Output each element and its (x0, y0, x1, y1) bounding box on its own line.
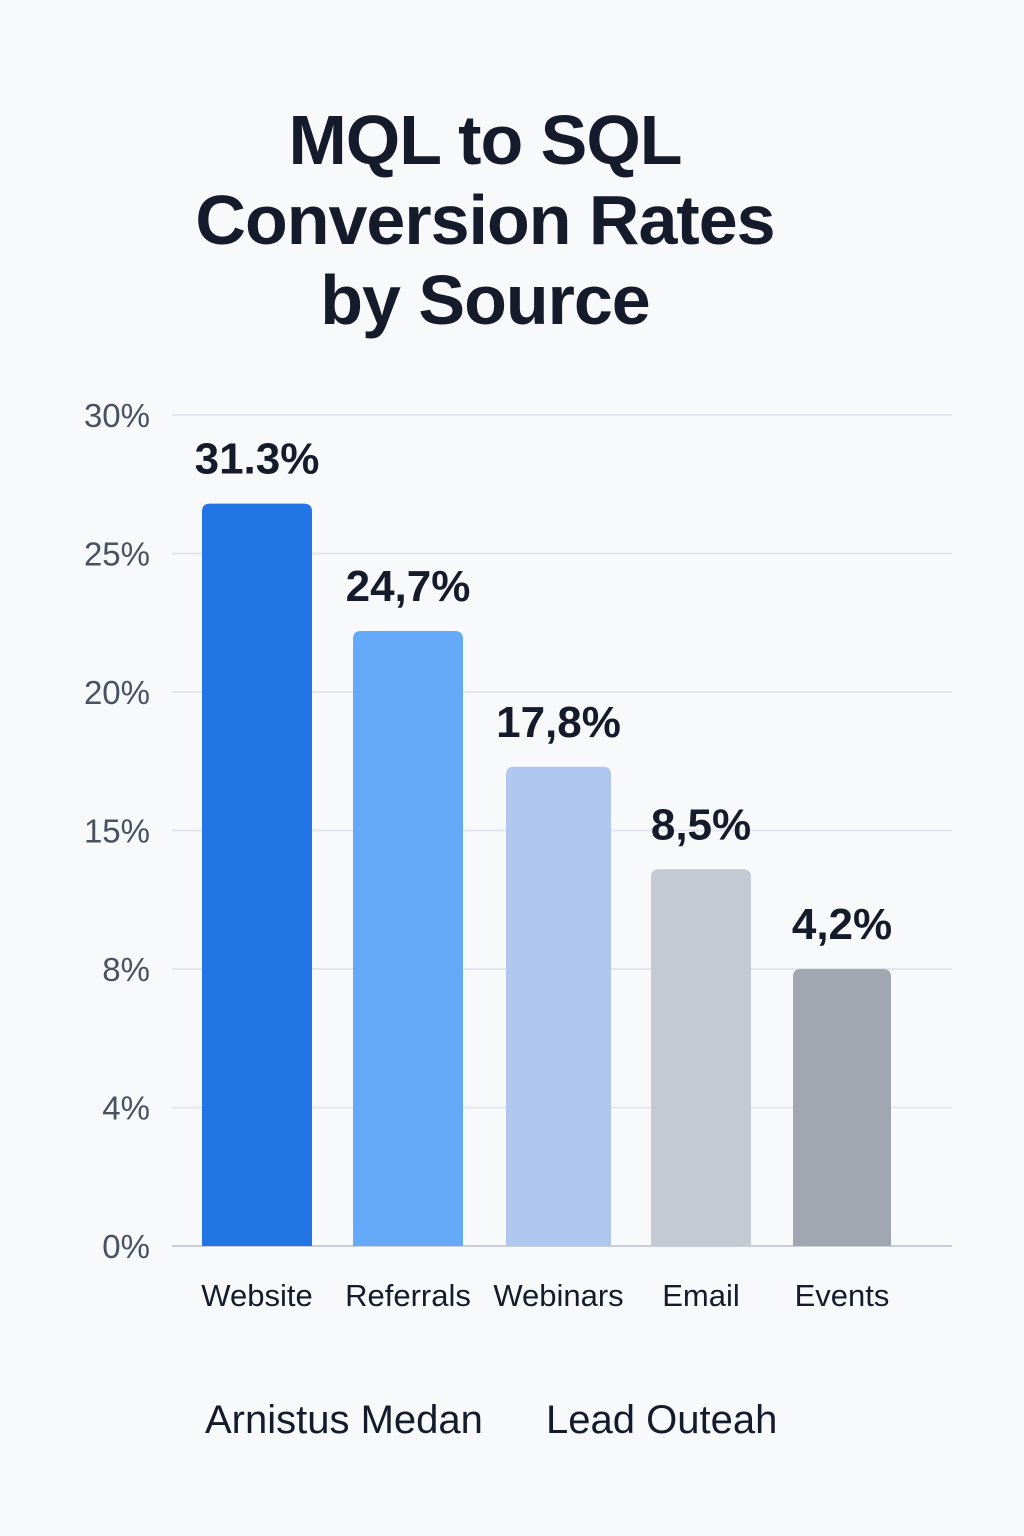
bar-referrals (353, 631, 463, 1246)
data-label: 8,5% (651, 800, 751, 849)
y-tick-label: 25% (84, 536, 150, 573)
bar-email (651, 869, 751, 1246)
bar-events (793, 969, 891, 1246)
y-tick-label: 30% (84, 397, 150, 434)
data-label: 24,7% (346, 562, 471, 611)
footer-left-text: Arnistus Medan (205, 1398, 483, 1442)
y-tick-label: 4% (102, 1090, 150, 1127)
chart-title-line: Conversion Rates (195, 181, 775, 259)
y-tick-label: 8% (102, 951, 150, 988)
data-label: 4,2% (792, 900, 892, 949)
chart-title-line: MQL to SQL (288, 101, 682, 179)
footer-right-text: Lead Outeah (546, 1398, 778, 1442)
chart-title-line: by Source (320, 261, 650, 339)
y-tick-label: 20% (84, 674, 150, 711)
x-tick-label: Email (662, 1278, 740, 1313)
x-tick-label: Events (795, 1278, 890, 1313)
bar-website (202, 503, 312, 1246)
x-tick-label: Referrals (345, 1278, 471, 1313)
y-tick-label: 15% (84, 813, 150, 850)
data-label: 31.3% (195, 435, 320, 484)
x-tick-label: Webinars (493, 1278, 623, 1313)
bar-webinars (506, 766, 611, 1246)
chart-title: MQL to SQL Conversion Rates by Source (0, 100, 970, 340)
y-tick-label: 0% (102, 1228, 150, 1265)
data-label: 17,8% (496, 698, 621, 747)
x-tick-label: Website (201, 1278, 312, 1313)
